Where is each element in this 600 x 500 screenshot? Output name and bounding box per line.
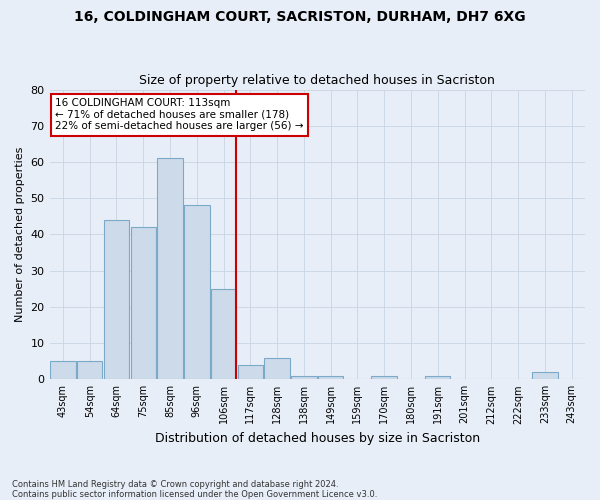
Bar	[184, 206, 209, 380]
Text: 16, COLDINGHAM COURT, SACRISTON, DURHAM, DH7 6XG: 16, COLDINGHAM COURT, SACRISTON, DURHAM,…	[74, 10, 526, 24]
Bar	[77, 361, 103, 380]
Bar	[104, 220, 129, 380]
Title: Size of property relative to detached houses in Sacriston: Size of property relative to detached ho…	[139, 74, 495, 87]
Bar	[532, 372, 557, 380]
Text: Contains HM Land Registry data © Crown copyright and database right 2024.: Contains HM Land Registry data © Crown c…	[12, 480, 338, 489]
X-axis label: Distribution of detached houses by size in Sacriston: Distribution of detached houses by size …	[155, 432, 480, 445]
Bar	[371, 376, 397, 380]
Y-axis label: Number of detached properties: Number of detached properties	[15, 146, 25, 322]
Text: Contains public sector information licensed under the Open Government Licence v3: Contains public sector information licen…	[12, 490, 377, 499]
Bar	[50, 361, 76, 380]
Bar	[425, 376, 451, 380]
Bar	[318, 376, 343, 380]
Bar	[157, 158, 183, 380]
Bar	[131, 227, 156, 380]
Bar	[211, 289, 236, 380]
Bar	[291, 376, 317, 380]
Bar	[238, 365, 263, 380]
Bar	[265, 358, 290, 380]
Text: 16 COLDINGHAM COURT: 113sqm
← 71% of detached houses are smaller (178)
22% of se: 16 COLDINGHAM COURT: 113sqm ← 71% of det…	[55, 98, 304, 132]
